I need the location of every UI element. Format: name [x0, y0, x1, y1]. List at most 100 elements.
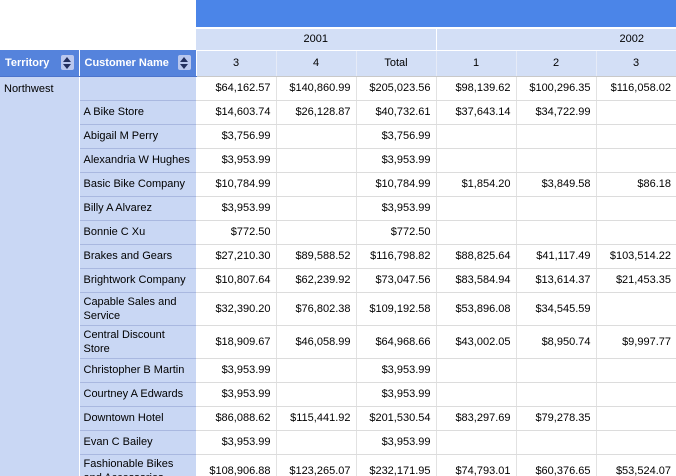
- year-2001-header: 2001: [196, 28, 437, 51]
- amount-cell: $3,953.99: [196, 148, 277, 173]
- amount-cell: $26,128.87: [276, 100, 357, 125]
- amount-cell: [516, 220, 597, 245]
- corner-blank: [0, 28, 196, 50]
- amount-cell: [516, 430, 597, 455]
- customer-name-cell: Basic Bike Company: [79, 172, 196, 197]
- amount-cell: $116,058.02: [596, 76, 676, 101]
- amount-cell: [436, 430, 517, 455]
- amount-cell: [436, 358, 517, 383]
- amount-cell: $32,390.20: [196, 292, 277, 326]
- amount-cell: $62,239.92: [276, 268, 357, 293]
- amount-cell: $83,297.69: [436, 406, 517, 431]
- customer-name-cell: Courtney A Edwards: [79, 382, 196, 407]
- period-header-cell: 1: [436, 50, 517, 77]
- territory-header-label: Territory: [5, 56, 50, 69]
- amount-cell: [436, 220, 517, 245]
- amount-cell: $89,588.52: [276, 244, 357, 269]
- territory-cell: Northwest: [0, 76, 80, 476]
- amount-cell: [276, 382, 357, 407]
- amount-cell: $116,798.82: [356, 244, 437, 269]
- amount-cell: [596, 430, 676, 455]
- amount-cell: $108,906.88: [196, 454, 277, 476]
- amount-cell: $123,265.07: [276, 454, 357, 476]
- table-row: Central Discount Store $18,909.67 $46,058.…: [0, 325, 676, 359]
- amount-cell: $46,058.99: [276, 325, 357, 359]
- territory-sort-icon[interactable]: [60, 55, 74, 71]
- amount-cell: $53,524.07: [596, 454, 676, 476]
- customer-name-sort-icon[interactable]: [177, 55, 191, 71]
- customer-name-cell: Capable Sales and Service: [79, 292, 196, 326]
- amount-cell: [596, 220, 676, 245]
- amount-cell: $205,023.56: [356, 76, 437, 101]
- table-row: Capable Sales and Service $32,390.20 $76,8…: [0, 292, 676, 326]
- table-row: Christopher B Martin $3,953.99 $3,953.99: [0, 358, 676, 383]
- amount-cell: [276, 196, 357, 221]
- customer-name-cell: A Bike Store: [79, 100, 196, 125]
- sort-down-arrow: [180, 63, 188, 69]
- amount-cell: $10,784.99: [356, 172, 437, 197]
- table-row: Brakes and Gears $27,210.30 $89,588.52 $116…: [0, 244, 676, 269]
- customer-name-cell: Alexandria W Hughes: [79, 148, 196, 173]
- amount-cell: $109,192.58: [356, 292, 437, 326]
- amount-cell: [516, 148, 597, 173]
- amount-cell: [596, 382, 676, 407]
- amount-cell: $83,584.94: [436, 268, 517, 293]
- amount-cell: $232,171.95: [356, 454, 437, 476]
- amount-cell: $8,950.74: [516, 325, 597, 359]
- amount-cell: $3,953.99: [196, 358, 277, 383]
- amount-cell: $3,953.99: [196, 430, 277, 455]
- amount-cell: $3,953.99: [196, 382, 277, 407]
- customer-name-cell: Abigail M Perry: [79, 124, 196, 149]
- customer-name-cell: Bonnie C Xu: [79, 220, 196, 245]
- amount-cell: $100,296.35: [516, 76, 597, 101]
- amount-cell: $73,047.56: [356, 268, 437, 293]
- amount-cell: [436, 196, 517, 221]
- customer-name-cell: Christopher B Martin: [79, 358, 196, 383]
- amount-cell: $79,278.35: [516, 406, 597, 431]
- amount-cell: $3,953.99: [196, 196, 277, 221]
- table-row: Bonnie C Xu $772.50 $772.50: [0, 220, 676, 245]
- period-header-cell: 2: [516, 50, 597, 77]
- customer-name-cell: Evan C Bailey: [79, 430, 196, 455]
- top-band-row: [0, 0, 676, 29]
- customer-name-cell: [79, 76, 196, 101]
- amount-cell: [436, 382, 517, 407]
- amount-cell: $43,002.05: [436, 325, 517, 359]
- amount-cell: $13,614.37: [516, 268, 597, 293]
- period-header-cell: 4: [276, 50, 357, 77]
- amount-cell: $115,441.92: [276, 406, 357, 431]
- amount-cell: $3,849.58: [516, 172, 597, 197]
- table-row: Billy A Alvarez $3,953.99 $3,953.99: [0, 196, 676, 221]
- column-header-row: Territory Customer Name 3 4 Total 1 2 3: [0, 50, 676, 77]
- table-row: Northwest $64,162.57 $140,860.99 $205,023.5…: [0, 76, 676, 476]
- customer-name-cell: Brightwork Company: [79, 268, 196, 293]
- amount-cell: [516, 382, 597, 407]
- territory-header: Territory: [0, 50, 80, 77]
- table-row: Alexandria W Hughes $3,953.99 $3,953.99: [0, 148, 676, 173]
- amount-cell: $10,784.99: [196, 172, 277, 197]
- amount-cell: [516, 124, 597, 149]
- amount-cell: $3,756.99: [196, 124, 277, 149]
- amount-cell: $21,453.35: [596, 268, 676, 293]
- year-header-row: 2001 2002: [0, 28, 676, 51]
- amount-cell: $3,953.99: [356, 430, 437, 455]
- amount-cell: $60,376.65: [516, 454, 597, 476]
- table-row: Basic Bike Company $10,784.99 $10,784.99 $1…: [0, 172, 676, 197]
- period-header-cell: 3: [596, 50, 676, 77]
- table-row: Brightwork Company $10,807.64 $62,239.92 $7…: [0, 268, 676, 293]
- amount-cell: $10,807.64: [196, 268, 277, 293]
- amount-cell: $18,909.67: [196, 325, 277, 359]
- amount-cell: $772.50: [196, 220, 277, 245]
- amount-cell: [596, 124, 676, 149]
- amount-cell: $41,117.49: [516, 244, 597, 269]
- amount-cell: $3,953.99: [356, 358, 437, 383]
- amount-cell: [596, 148, 676, 173]
- year-2002-header: 2002: [436, 28, 676, 51]
- amount-cell: [596, 196, 676, 221]
- amount-cell: $37,643.14: [436, 100, 517, 125]
- amount-cell: $64,968.66: [356, 325, 437, 359]
- amount-cell: $3,756.99: [356, 124, 437, 149]
- amount-cell: [436, 148, 517, 173]
